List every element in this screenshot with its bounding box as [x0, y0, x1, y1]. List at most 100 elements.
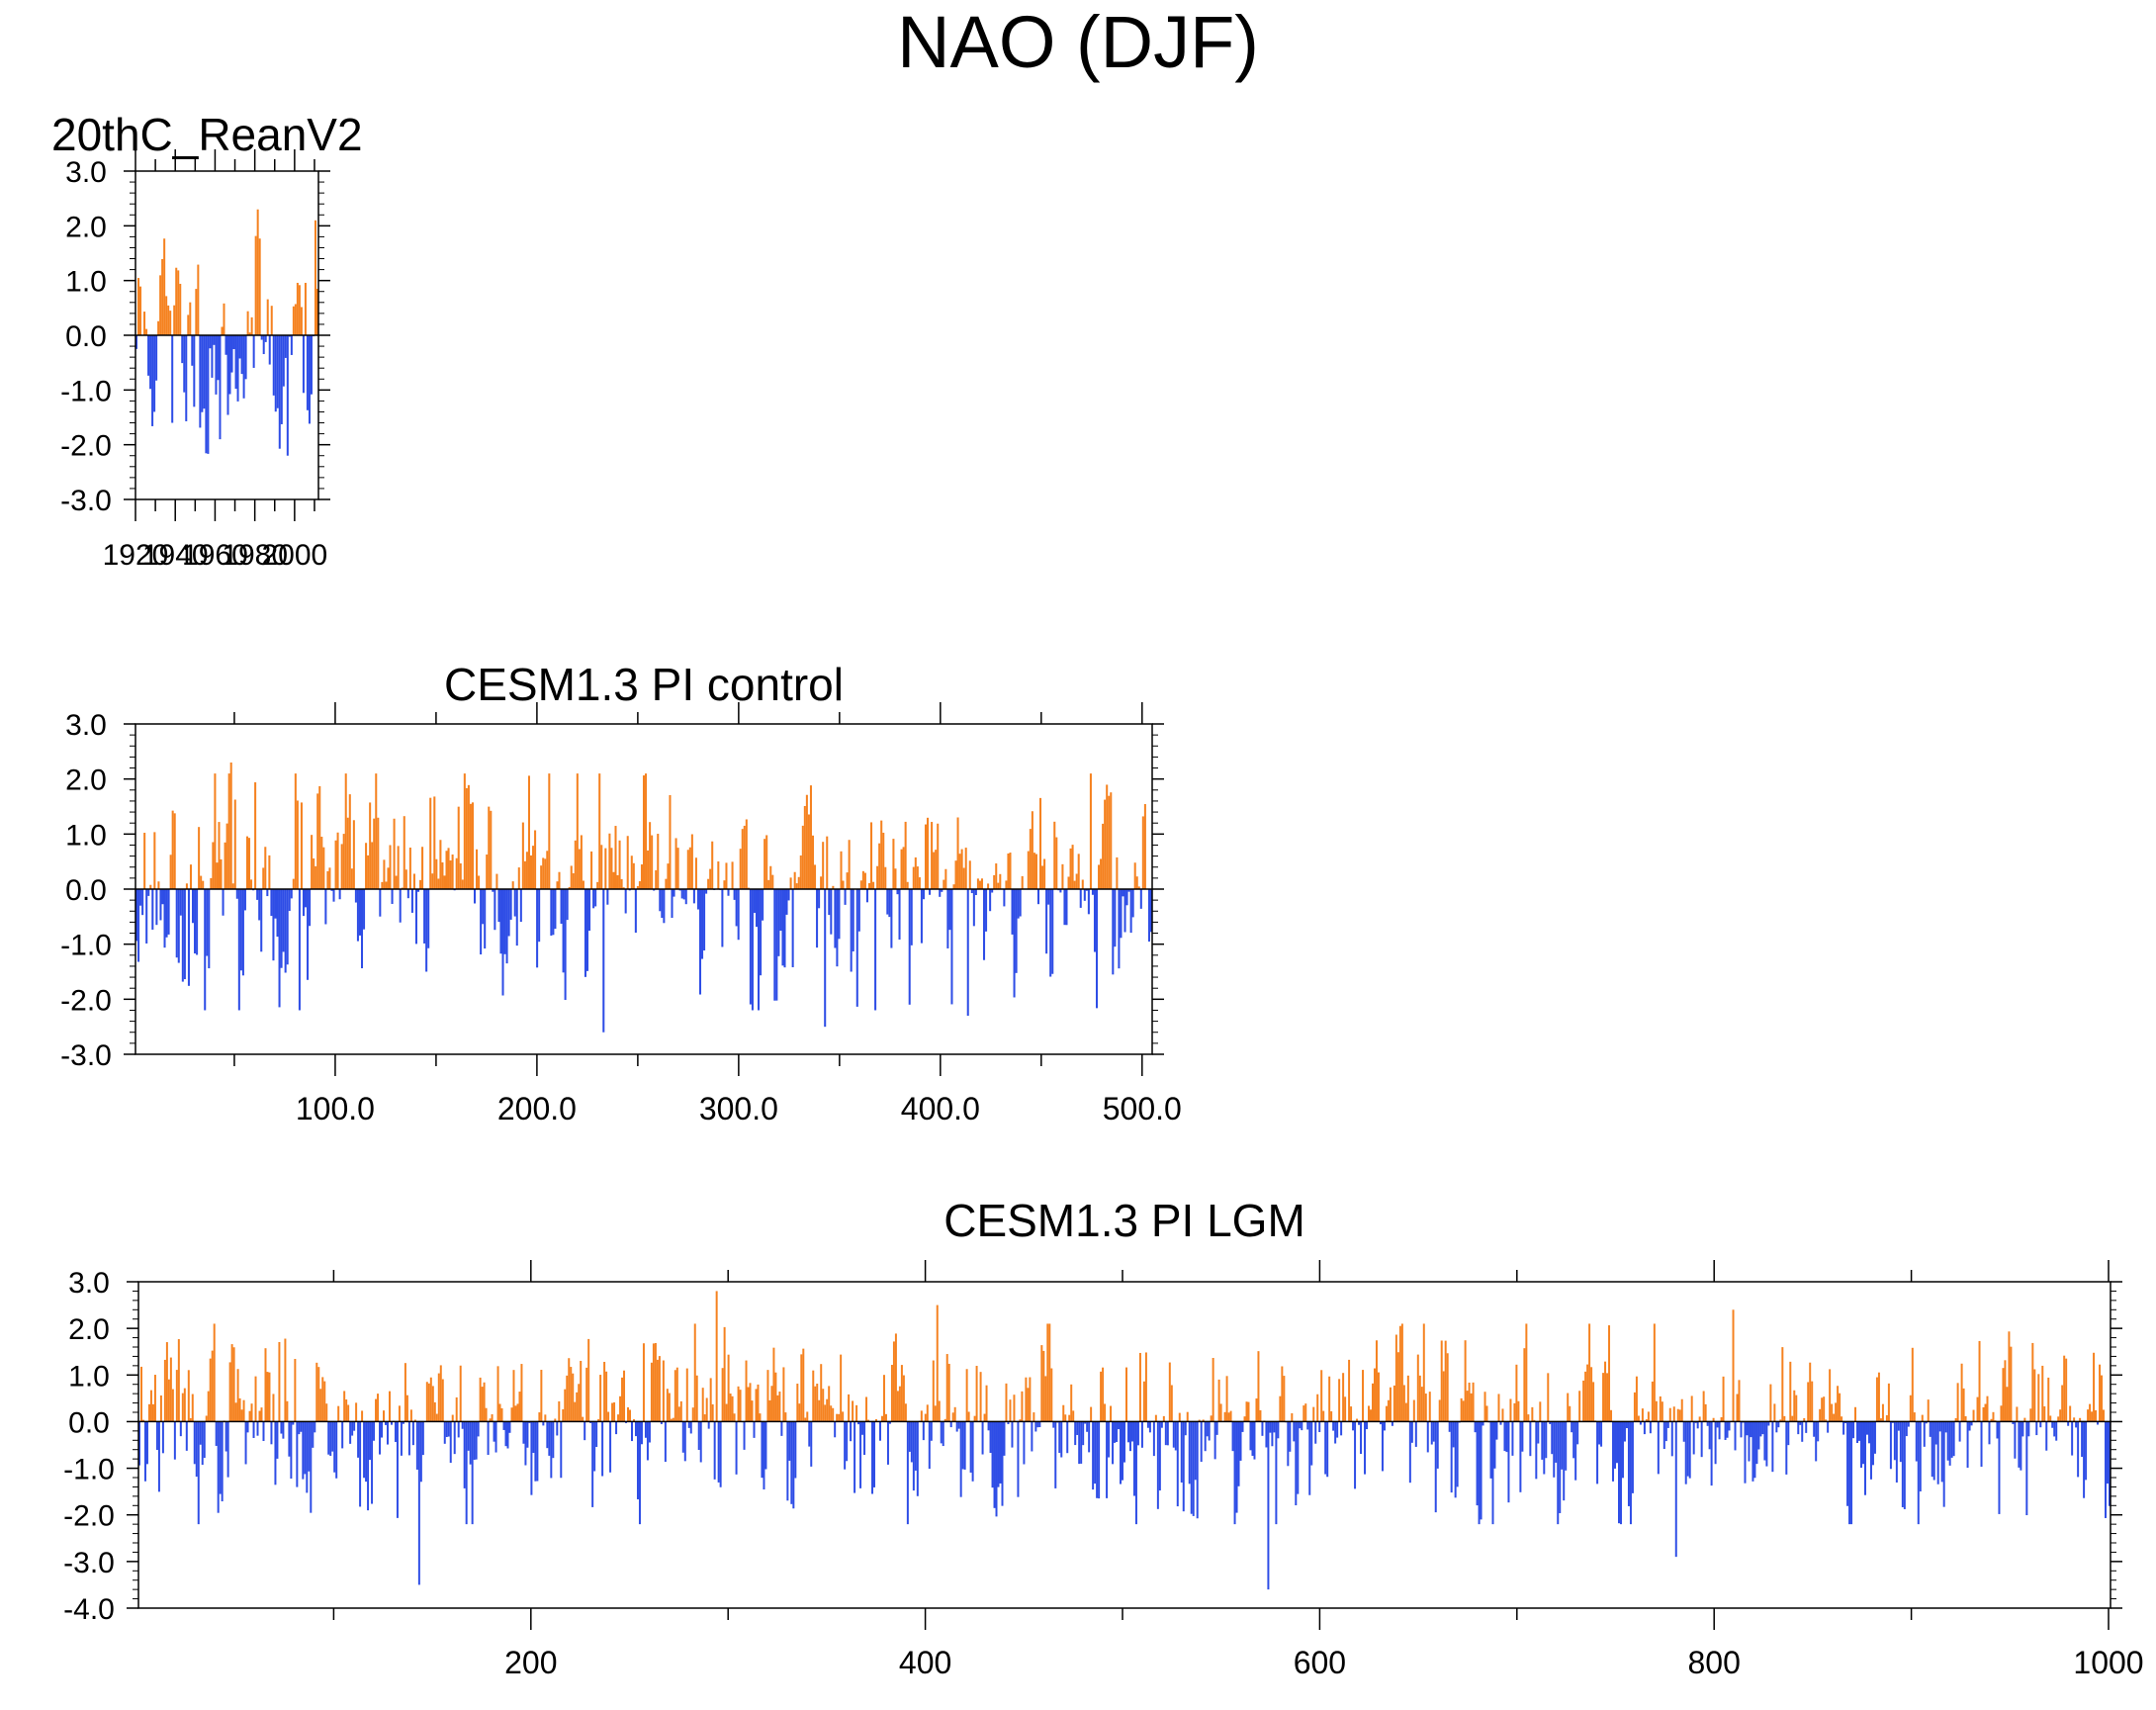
bar-positive — [1678, 1409, 1681, 1422]
bar-positive — [898, 1386, 901, 1422]
bar-negative — [1787, 1421, 1790, 1446]
bar-positive — [979, 1372, 982, 1422]
bar-negative — [473, 889, 477, 904]
bar-positive — [2063, 1355, 2066, 1422]
bar-negative — [465, 1421, 468, 1525]
bar-negative — [1091, 889, 1094, 895]
bar-positive — [488, 806, 491, 889]
bar-negative — [1686, 1421, 1689, 1477]
bar-positive — [1090, 1406, 1093, 1422]
bar-negative — [886, 889, 889, 915]
bar-negative — [1925, 1421, 1928, 1424]
bar-negative — [753, 889, 756, 913]
bar-positive — [1029, 829, 1032, 889]
bar-positive — [800, 1354, 803, 1422]
bar-negative — [309, 889, 312, 927]
bar-negative — [1184, 1421, 1187, 1436]
bar-negative — [135, 889, 138, 942]
bar-negative — [1753, 1421, 1756, 1479]
bar-positive — [373, 818, 376, 889]
bar-negative — [993, 1421, 996, 1508]
bar-negative — [1942, 1421, 1945, 1507]
bar-negative — [1948, 1421, 1951, 1466]
bar-positive — [304, 282, 307, 335]
bar-positive — [393, 818, 396, 889]
bar-positive — [568, 1358, 571, 1422]
bar-negative — [721, 889, 724, 947]
bar-negative — [467, 1421, 470, 1451]
bar-negative — [673, 889, 675, 897]
bar-negative — [526, 1421, 529, 1448]
bar-positive — [642, 1343, 645, 1422]
bar-positive — [1986, 1395, 1989, 1422]
bar-positive — [582, 880, 584, 889]
bar-negative — [278, 335, 281, 449]
bar-negative — [1430, 1421, 1433, 1445]
bar-negative — [930, 1421, 933, 1441]
bar-negative — [225, 335, 227, 355]
bar-positive — [556, 881, 559, 889]
bar-positive — [554, 1418, 557, 1422]
bar-positive — [1641, 1408, 1644, 1422]
bar-negative — [298, 889, 301, 1011]
bar-negative — [594, 889, 597, 907]
bar-negative — [1850, 1421, 1853, 1525]
bar-negative — [764, 1421, 767, 1470]
bar-negative — [1118, 889, 1121, 969]
bar-positive — [1460, 1397, 1463, 1422]
bar-negative — [983, 889, 986, 960]
bar-negative — [863, 1421, 866, 1456]
bar-positive — [500, 1407, 503, 1422]
bar-negative — [225, 1421, 227, 1452]
bar-positive — [1527, 1414, 1530, 1422]
bar-negative — [278, 889, 281, 1008]
bar-positive — [1009, 853, 1012, 889]
bar-negative — [781, 889, 784, 966]
bar-positive — [900, 849, 903, 889]
bar-positive — [855, 1404, 858, 1422]
bar-positive — [1722, 1376, 1725, 1422]
bar-negative — [1058, 1421, 1061, 1454]
bar-positive — [347, 1404, 350, 1422]
bar-negative — [1434, 1421, 1437, 1513]
bar-negative — [2085, 1421, 2088, 1481]
bar-positive — [822, 1389, 825, 1422]
bar-positive — [627, 1406, 630, 1422]
bar-positive — [711, 1403, 714, 1422]
bar-positive — [1464, 1340, 1467, 1422]
bar-negative — [763, 1421, 765, 1489]
bar-positive — [483, 1382, 486, 1422]
y-tick-label: 2.0 — [65, 765, 107, 797]
bar-positive — [2002, 1368, 2005, 1422]
bar-negative — [2097, 1421, 2100, 1425]
bar-negative — [1706, 1421, 1709, 1426]
bar-negative — [219, 1421, 222, 1494]
bar-negative — [971, 1421, 974, 1482]
bar-positive — [1062, 1404, 1065, 1422]
bar-negative — [1017, 889, 1020, 919]
bar-positive — [451, 855, 454, 889]
bar-negative — [191, 335, 194, 366]
bar-negative — [414, 889, 417, 945]
bar-negative — [1600, 1421, 1603, 1447]
bar-positive — [876, 865, 879, 889]
bar-negative — [300, 1421, 303, 1432]
bar-negative — [1616, 1421, 1618, 1464]
bar-positive — [978, 880, 981, 889]
bar-negative — [775, 889, 778, 1001]
bar-negative — [1059, 889, 1062, 893]
bar-positive — [914, 856, 917, 889]
bar-negative — [312, 1421, 314, 1448]
bar-negative — [1261, 1421, 1264, 1436]
bar-negative — [161, 1421, 164, 1454]
bar-positive — [218, 822, 221, 889]
bar-negative — [788, 1421, 791, 1461]
bar-negative — [330, 889, 333, 891]
bar-negative — [1505, 1421, 1508, 1453]
bar-positive — [880, 1415, 883, 1422]
bar-positive — [1141, 816, 1144, 889]
bar-positive — [250, 879, 253, 889]
bar-negative — [471, 1421, 474, 1525]
bar-negative — [201, 1421, 204, 1466]
bar-negative — [946, 889, 949, 948]
